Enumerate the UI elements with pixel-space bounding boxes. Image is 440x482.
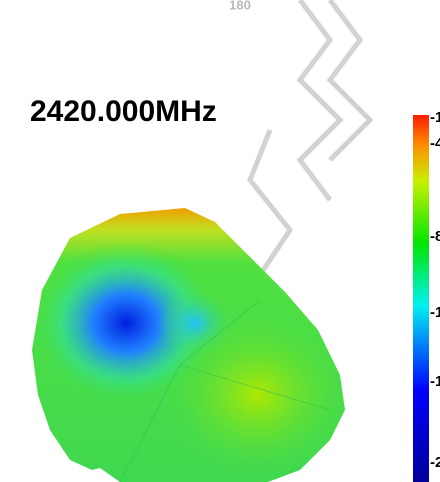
colorbar-label: -4. <box>430 135 440 152</box>
colorbar-label: -1( <box>430 373 440 390</box>
angle-label: 180 <box>229 0 251 12</box>
colorbar-label: -1. <box>430 109 440 126</box>
radiation-pattern <box>32 208 345 482</box>
colorbar-labels: -1. -4. -8. -1 -1( -2 <box>430 109 440 471</box>
frequency-label: 2420.000MHz <box>30 95 217 128</box>
colorbar <box>413 115 429 482</box>
colorbar-label: -1 <box>430 304 440 321</box>
colorbar-label: -2 <box>430 454 440 471</box>
colorbar-label: -8. <box>430 228 440 245</box>
